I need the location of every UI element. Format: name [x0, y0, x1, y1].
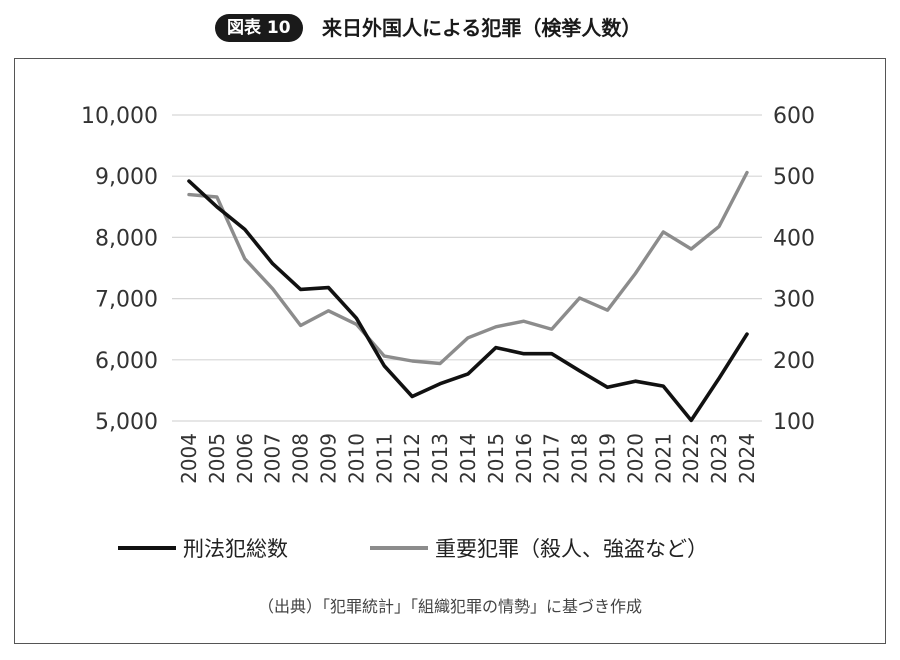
legend: 刑法犯総数 重要犯罪（殺人、強盗など）: [118, 537, 708, 561]
legend-label-1: 重要犯罪（殺人、強盗など）: [435, 537, 708, 561]
left-tick-label: 5,000: [95, 410, 158, 435]
x-tick-label: 2004: [177, 433, 201, 484]
left-tick-label: 9,000: [95, 165, 158, 190]
chart-frame: [14, 58, 886, 644]
left-axis-ticks: 5,000 6,000 7,000 8,000 9,000 10,000: [81, 104, 158, 435]
x-tick-label: 2017: [540, 433, 564, 484]
right-axis-ticks: 100 200 300 400 500 600: [773, 104, 815, 435]
right-tick-label: 400: [773, 226, 815, 251]
legend-label-0: 刑法犯総数: [183, 537, 288, 561]
x-tick-label: 2019: [596, 433, 620, 484]
x-tick-label: 2012: [400, 433, 424, 484]
source-note: （出典）「犯罪統計」「組織犯罪の情勢」に基づき作成: [258, 597, 642, 616]
x-tick-label: 2009: [317, 433, 341, 484]
right-tick-label: 600: [773, 104, 815, 129]
x-tick-label: 2008: [289, 433, 313, 484]
gridlines: [172, 114, 762, 422]
right-tick-label: 100: [773, 410, 815, 435]
x-tick-label: 2015: [484, 433, 508, 484]
x-tick-label: 2018: [568, 433, 592, 484]
x-tick-label: 2005: [205, 433, 229, 484]
right-tick-label: 200: [773, 349, 815, 374]
x-axis-ticks: 2004 2005 2006 2007 2008 2009 2010 2011 2012 2013…: [177, 433, 759, 484]
left-tick-label: 10,000: [81, 104, 158, 129]
figure-badge: 図表 10: [215, 14, 303, 42]
x-tick-label: 2024: [735, 433, 759, 484]
x-tick-label: 2021: [651, 433, 675, 484]
figure-header: 図表 10 来日外国人による犯罪（検挙人数）: [0, 8, 900, 48]
right-tick-label: 300: [773, 288, 815, 313]
x-tick-label: 2010: [344, 433, 368, 484]
x-tick-label: 2013: [428, 433, 452, 484]
left-tick-label: 7,000: [95, 288, 158, 313]
left-tick-label: 6,000: [95, 349, 158, 374]
figure-title: 来日外国人による犯罪（検挙人数）: [322, 16, 642, 40]
series-line-0: [187, 179, 749, 423]
x-tick-label: 2007: [261, 433, 285, 484]
series-lines: [187, 170, 749, 423]
x-tick-label: 2023: [707, 433, 731, 484]
x-tick-label: 2016: [512, 433, 536, 484]
x-tick-label: 2006: [233, 433, 257, 484]
right-tick-label: 500: [773, 165, 815, 190]
x-tick-label: 2022: [679, 433, 703, 484]
x-tick-label: 2020: [623, 433, 647, 484]
left-tick-label: 8,000: [95, 226, 158, 251]
x-tick-label: 2011: [372, 433, 396, 484]
x-tick-label: 2014: [456, 433, 480, 484]
series-line-1: [187, 170, 749, 366]
